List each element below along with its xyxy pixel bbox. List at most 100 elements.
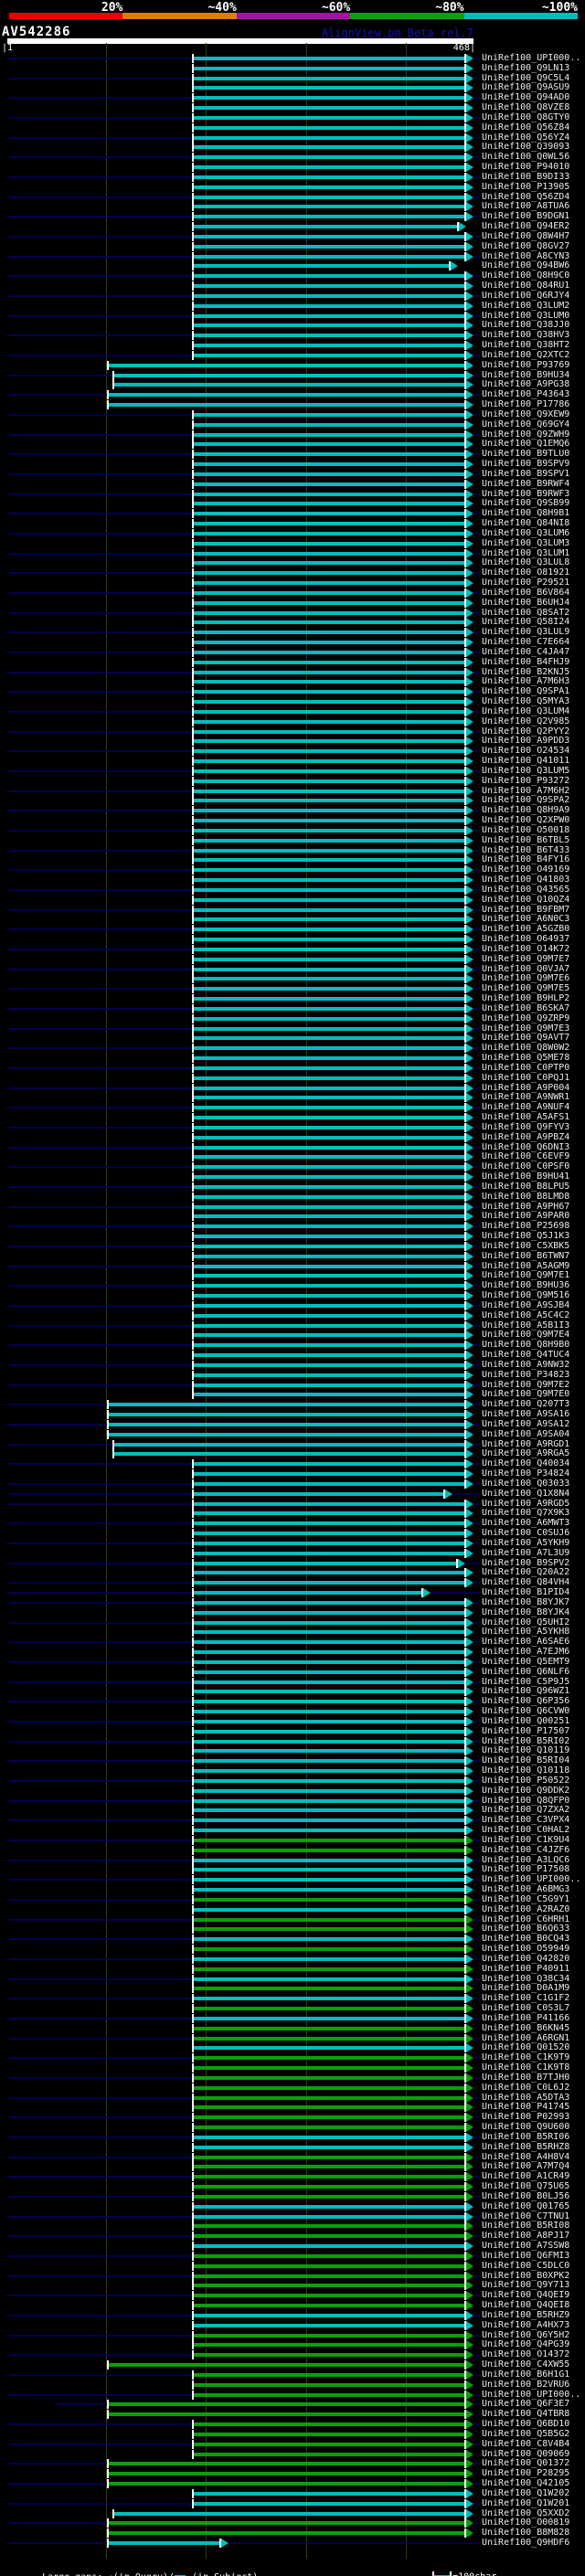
alignment-bar[interactable]	[194, 522, 465, 526]
hit-label[interactable]: UniRef100_C1K9U4	[482, 1834, 570, 1845]
hit-label[interactable]: UniRef100_Q1X8N4	[482, 1488, 570, 1499]
hit-label[interactable]: UniRef100_Q9ZRP9	[482, 1012, 570, 1023]
hit-label[interactable]: UniRef100_A5AGM9	[482, 1260, 570, 1271]
hit-label[interactable]: UniRef100_B2VRU6	[482, 2379, 570, 2390]
alignment-bar[interactable]	[194, 1710, 465, 1714]
alignment-bar[interactable]	[194, 729, 465, 734]
hit-label[interactable]: UniRef100_B6KN45	[482, 2022, 570, 2033]
alignment-bar[interactable]	[194, 2155, 465, 2159]
hit-label[interactable]: UniRef100_B8YJK4	[482, 1606, 570, 1617]
hit-label[interactable]: UniRef100_Q38C34	[482, 1973, 570, 1984]
hit-label[interactable]: UniRef100_Q3LUL9	[482, 627, 570, 638]
hit-label[interactable]: UniRef100_B9FBM7	[482, 904, 570, 915]
alignment-bar[interactable]	[194, 432, 465, 437]
alignment-bar[interactable]	[194, 2253, 465, 2258]
alignment-bar[interactable]	[194, 1086, 465, 1090]
alignment-bar[interactable]	[194, 1848, 465, 1852]
alignment-bar[interactable]	[194, 987, 465, 991]
hit-label[interactable]: UniRef100_Q75U65	[482, 2181, 570, 2192]
alignment-bar[interactable]	[194, 1511, 465, 1516]
alignment-bar[interactable]	[194, 2135, 465, 2139]
alignment-bar[interactable]	[194, 1106, 465, 1110]
hit-label[interactable]: UniRef100_UPI000..	[482, 53, 581, 63]
alignment-bar[interactable]	[194, 1224, 465, 1229]
hit-label[interactable]: UniRef100_A8TUA6	[482, 201, 570, 212]
hit-label[interactable]: UniRef100_A9RGD1	[482, 1438, 570, 1449]
hit-label[interactable]: UniRef100_B5RI06	[482, 2131, 570, 2142]
hit-label[interactable]: UniRef100_Q9M7E3	[482, 1023, 570, 1034]
alignment-bar[interactable]	[194, 1977, 465, 1981]
hit-label[interactable]: UniRef100_Q94AD0	[482, 92, 570, 103]
alignment-bar[interactable]	[194, 917, 465, 922]
hit-label[interactable]: UniRef100_Q56ZD4	[482, 191, 570, 202]
alignment-bar[interactable]	[194, 1917, 465, 1922]
alignment-bar[interactable]	[194, 1700, 465, 1704]
hit-label[interactable]: UniRef100_Q8H9C0	[482, 270, 570, 281]
hit-label[interactable]: UniRef100_B6UHJ4	[482, 597, 570, 608]
hit-label[interactable]: UniRef100_B9RWF3	[482, 488, 570, 499]
alignment-bar[interactable]	[194, 2304, 465, 2308]
alignment-bar[interactable]	[194, 1561, 457, 1565]
hit-label[interactable]: UniRef100_Q207T3	[482, 1399, 570, 1410]
hit-label[interactable]: UniRef100_A5GZB0	[482, 924, 570, 935]
hit-label[interactable]: UniRef100_Q8GV27	[482, 240, 570, 251]
alignment-bar[interactable]	[194, 2046, 465, 2051]
hit-label[interactable]: UniRef100_P34824	[482, 1468, 570, 1479]
alignment-bar[interactable]	[194, 2105, 465, 2110]
alignment-bar[interactable]	[109, 2541, 220, 2546]
alignment-bar[interactable]	[194, 2115, 465, 2120]
alignment-bar[interactable]	[194, 1393, 465, 1397]
hit-label[interactable]: UniRef100_Q8VZE8	[482, 102, 570, 113]
alignment-bar[interactable]	[194, 2392, 465, 2397]
hit-label[interactable]: UniRef100_Q9M7E5	[482, 983, 570, 994]
alignment-bar[interactable]	[194, 1333, 465, 1338]
alignment-bar[interactable]	[194, 1165, 465, 1170]
hit-label[interactable]: UniRef100_A9PG38	[482, 379, 570, 390]
alignment-bar[interactable]	[194, 1116, 465, 1120]
alignment-bar[interactable]	[194, 2382, 465, 2387]
hit-label[interactable]: UniRef100_Q96WZ1	[482, 1686, 570, 1697]
alignment-bar[interactable]	[194, 1194, 465, 1199]
hit-label[interactable]: UniRef100_C1K9T9	[482, 2052, 570, 2063]
alignment-bar[interactable]	[194, 2263, 465, 2268]
alignment-bar[interactable]	[194, 323, 465, 328]
alignment-bar[interactable]	[194, 1235, 465, 1239]
alignment-bar[interactable]	[194, 1997, 465, 2001]
hit-label[interactable]: UniRef100_Q1EMQ6	[482, 439, 570, 450]
alignment-bar[interactable]	[194, 1927, 465, 1932]
alignment-bar[interactable]	[194, 1640, 465, 1645]
alignment-bar[interactable]	[194, 1581, 465, 1585]
alignment-bar[interactable]	[194, 1491, 444, 1496]
hit-label[interactable]: UniRef100_P93272	[482, 775, 570, 786]
alignment-bar[interactable]	[109, 1413, 465, 1417]
alignment-bar[interactable]	[194, 2204, 465, 2209]
hit-label[interactable]: UniRef100_Q8H9B0	[482, 1340, 570, 1351]
alignment-bar[interactable]	[194, 1551, 465, 1555]
alignment-bar[interactable]	[194, 1798, 465, 1803]
hit-label[interactable]: UniRef100_Q6F3E7	[482, 2399, 570, 2410]
alignment-bar[interactable]	[194, 2284, 465, 2288]
alignment-bar[interactable]	[194, 1481, 465, 1486]
alignment-bar[interactable]	[194, 2214, 465, 2219]
hit-label[interactable]: UniRef100_B8M828	[482, 2528, 570, 2539]
hit-label[interactable]: UniRef100_P28295	[482, 2468, 570, 2479]
alignment-bar[interactable]	[194, 1956, 465, 1961]
alignment-bar[interactable]	[194, 650, 465, 654]
alignment-bar[interactable]	[194, 274, 465, 279]
hit-label[interactable]: UniRef100_A9NWR1	[482, 1092, 570, 1103]
hit-label[interactable]: UniRef100_A7SSW8	[482, 2241, 570, 2252]
alignment-bar[interactable]	[194, 215, 465, 219]
alignment-bar[interactable]	[194, 620, 465, 625]
hit-label[interactable]: UniRef100_Q39093	[482, 142, 570, 153]
alignment-bar[interactable]	[194, 1868, 465, 1872]
alignment-bar[interactable]	[109, 1422, 465, 1426]
hit-label[interactable]: UniRef100_A6SAE6	[482, 1637, 570, 1648]
alignment-bar[interactable]	[194, 809, 465, 813]
hit-label[interactable]: UniRef100_Q10118	[482, 1765, 570, 1776]
alignment-bar[interactable]	[109, 2531, 465, 2536]
alignment-bar[interactable]	[194, 610, 465, 615]
hit-label[interactable]: UniRef100_C1K9T8	[482, 2062, 570, 2073]
alignment-bar[interactable]	[194, 502, 465, 506]
alignment-bar[interactable]	[194, 947, 465, 951]
alignment-bar[interactable]	[194, 1670, 465, 1674]
